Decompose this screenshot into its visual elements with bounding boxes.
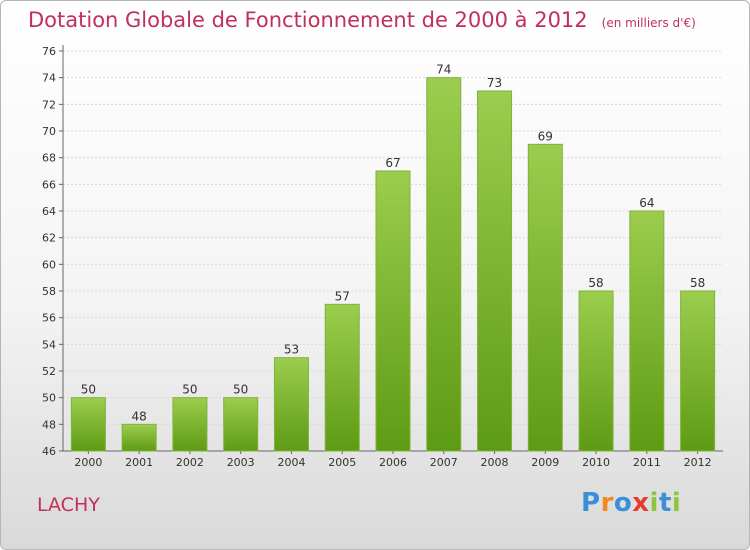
proxiti-logo: Proxiti [581, 488, 681, 518]
x-tick-label-2010: 2010 [582, 456, 610, 469]
bar-2004 [273, 357, 309, 452]
value-label-2006: 67 [385, 156, 400, 170]
value-label-2008: 73 [487, 76, 502, 90]
bar-2007 [426, 77, 462, 452]
bar-2005 [324, 303, 360, 452]
x-tick-label-2007: 2007 [430, 456, 458, 469]
x-tick-label-2011: 2011 [633, 456, 661, 469]
chart-unit-note: (en milliers d'€) [601, 16, 696, 30]
y-tick-label: 68 [42, 152, 56, 165]
y-tick-label: 58 [42, 285, 56, 298]
x-tick-label-2001: 2001 [125, 456, 153, 469]
value-label-2011: 64 [639, 196, 654, 210]
y-tick-label: 56 [42, 312, 56, 325]
y-tick-label: 64 [42, 205, 56, 218]
value-label-2003: 50 [233, 383, 248, 397]
bar-2000 [70, 397, 106, 452]
bar-2001 [121, 423, 157, 452]
value-label-2005: 57 [335, 289, 350, 303]
value-label-2007: 74 [436, 63, 451, 77]
chart-title-block: Dotation Globale de Fonctionnement de 20… [28, 8, 696, 32]
bar-2012 [680, 290, 716, 452]
bars [70, 77, 716, 452]
logo-letter: r [600, 488, 614, 518]
x-tick-label-2008: 2008 [481, 456, 509, 469]
x-tick-label-2005: 2005 [328, 456, 356, 469]
y-tick-label: 54 [42, 338, 56, 351]
y-tick-label: 46 [42, 445, 56, 458]
value-label-2001: 48 [132, 409, 147, 423]
value-label-2009: 69 [538, 129, 553, 143]
chart-title: Dotation Globale de Fonctionnement de 20… [28, 8, 588, 32]
bar-2010 [578, 290, 614, 452]
y-tick-label: 74 [42, 72, 56, 85]
value-labels: 50 48 50 50 53 57 67 74 73 69 58 64 58 [81, 63, 706, 424]
logo-letter: i [671, 488, 682, 518]
value-label-2002: 50 [182, 383, 197, 397]
y-tick-label: 66 [42, 178, 56, 191]
value-label-2010: 58 [588, 276, 603, 290]
y-tick-label: 60 [42, 258, 56, 271]
commune-name: LACHY [37, 494, 100, 516]
logo-letter: x [632, 488, 650, 518]
bar-2009 [527, 143, 563, 452]
y-tick-label: 52 [42, 365, 56, 378]
bar-2008 [477, 90, 513, 452]
y-tick-label: 72 [42, 98, 56, 111]
bar-2011 [629, 210, 665, 452]
x-tick-label-2004: 2004 [277, 456, 305, 469]
x-tick-label-2000: 2000 [74, 456, 102, 469]
bar-2003 [223, 397, 259, 452]
y-tick-label: 62 [42, 232, 56, 245]
axes: 46 48 50 52 54 56 58 60 62 64 66 68 70 72 74 76 2000 2001… [42, 45, 723, 469]
x-tick-label-2012: 2012 [684, 456, 712, 469]
y-tick-label: 48 [42, 418, 56, 431]
x-tick-label-2003: 2003 [227, 456, 255, 469]
y-tick-label: 76 [42, 45, 56, 58]
value-label-2000: 50 [81, 383, 96, 397]
y-tick-label: 70 [42, 125, 56, 138]
logo-letter: t [658, 488, 672, 518]
x-tick-label-2006: 2006 [379, 456, 407, 469]
logo-letter: P [581, 488, 601, 518]
bar-2006 [375, 170, 411, 452]
y-tick-label: 50 [42, 392, 56, 405]
x-tick-label-2009: 2009 [531, 456, 559, 469]
value-label-2012: 58 [690, 276, 705, 290]
value-label-2004: 53 [284, 343, 299, 357]
x-tick-label-2002: 2002 [176, 456, 204, 469]
bar-2002 [172, 397, 208, 452]
logo-letter: i [649, 488, 659, 518]
logo-letter: o [613, 488, 633, 518]
